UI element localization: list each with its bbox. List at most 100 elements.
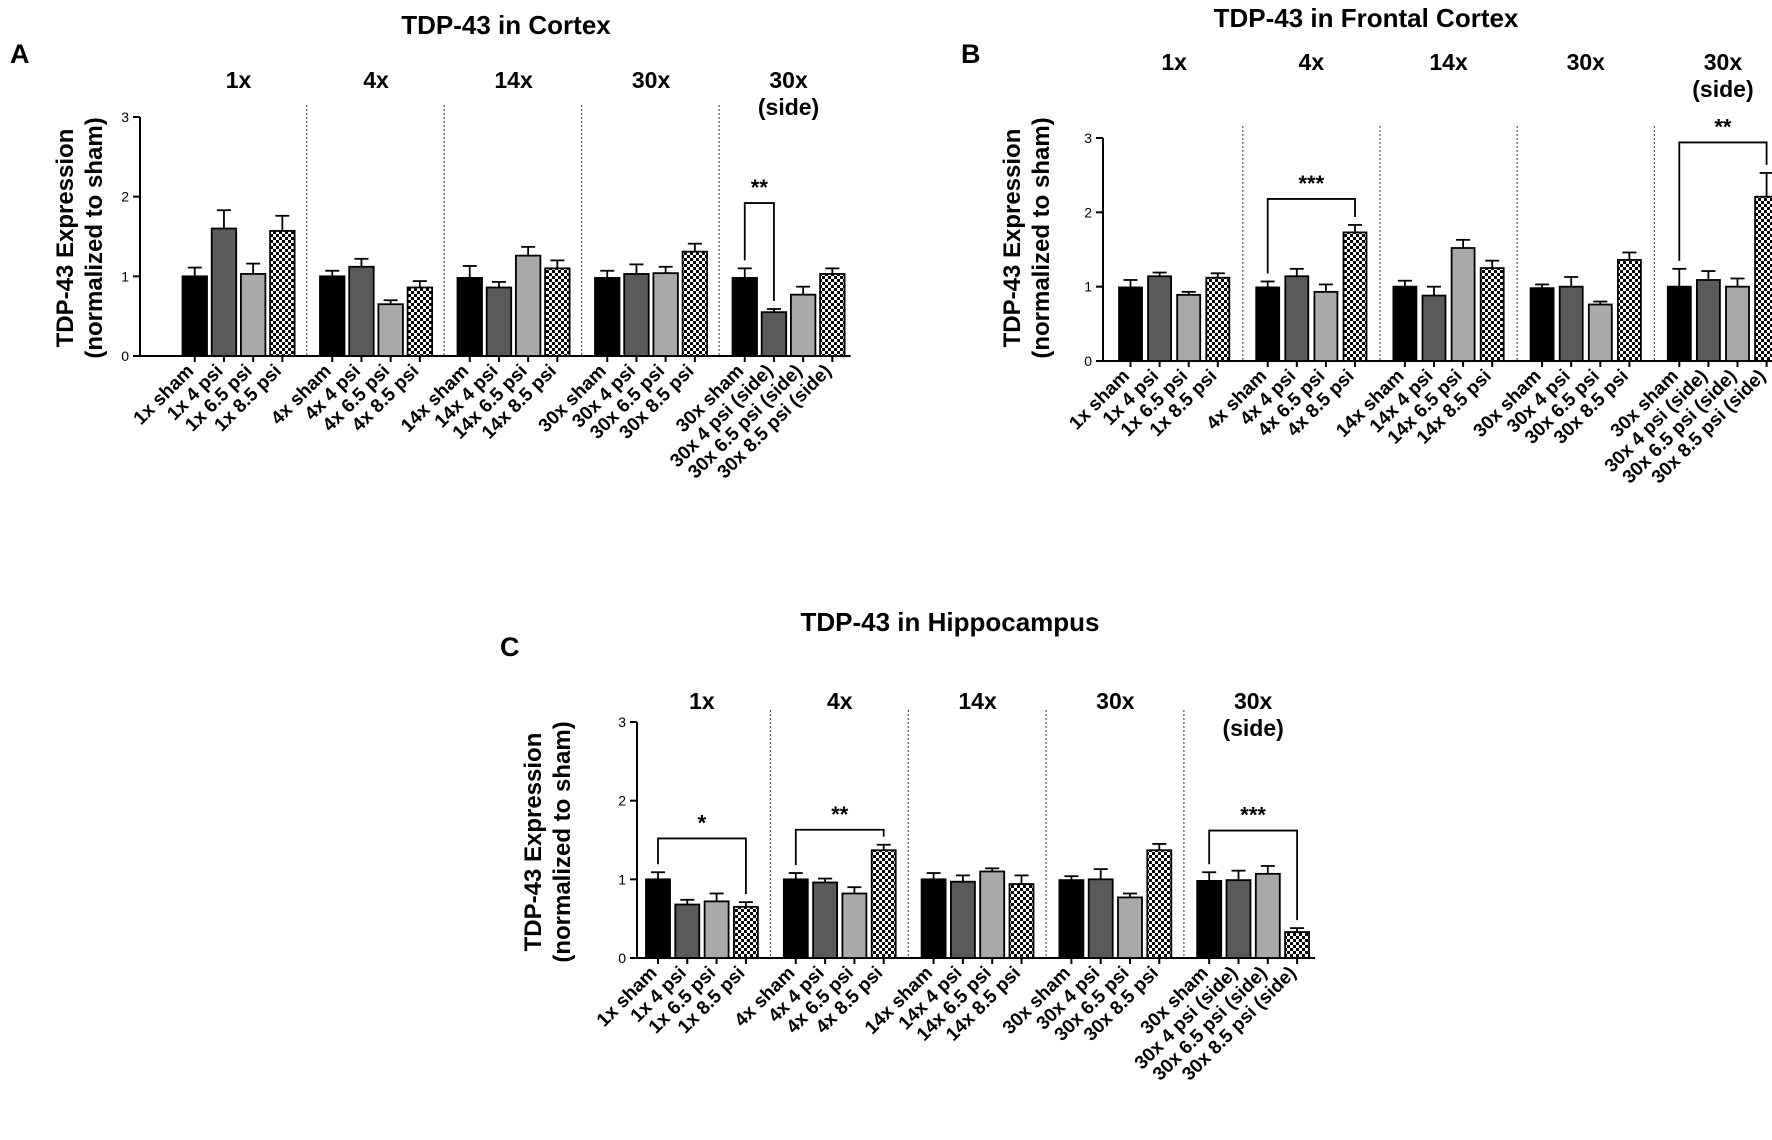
y-tick-label: 3 xyxy=(121,109,129,125)
bar xyxy=(210,227,238,357)
group-label: 14x xyxy=(958,688,997,714)
bar xyxy=(1479,267,1505,362)
bar xyxy=(269,230,296,357)
bar xyxy=(819,273,846,357)
bar xyxy=(1666,285,1692,362)
bar xyxy=(1284,275,1310,362)
bar xyxy=(920,878,947,959)
y-tick-label: 3 xyxy=(618,714,626,730)
bar xyxy=(1087,878,1114,959)
bar xyxy=(782,878,809,959)
y-tick-label: 1 xyxy=(121,268,129,284)
bar xyxy=(319,275,346,357)
significance-bracket xyxy=(1266,198,1356,274)
panel-label: B xyxy=(961,39,981,69)
bar xyxy=(950,880,976,959)
significance-bracket xyxy=(743,202,775,301)
group-label-line: 30x xyxy=(1704,49,1743,75)
bar xyxy=(181,275,208,357)
group-label: 4x xyxy=(1299,49,1325,75)
bar xyxy=(1725,285,1750,362)
group-label: 30x (side) xyxy=(1222,688,1283,741)
bar xyxy=(1617,259,1642,362)
group-label-line: 4x xyxy=(1299,49,1325,75)
group-label: 14x xyxy=(494,67,533,93)
y-axis-label: TDP-43 Expression(normalized to sham) xyxy=(999,117,1055,358)
significance-bracket xyxy=(657,837,747,895)
bar xyxy=(406,286,434,357)
bar xyxy=(733,905,759,959)
significance-label: ** xyxy=(751,175,769,200)
panel-label: A xyxy=(10,39,30,69)
bar xyxy=(594,277,621,357)
y-tick-label: 0 xyxy=(618,950,626,966)
y-tick-label: 0 xyxy=(1084,353,1092,369)
bar xyxy=(1587,303,1613,362)
y-axis-label-line: (normalized to sham) xyxy=(1028,117,1055,358)
bar xyxy=(1118,286,1143,362)
bar xyxy=(377,303,404,357)
chart-title: TDP-43 in Hippocampus xyxy=(800,607,1099,637)
group-label-line: (side) xyxy=(758,94,819,120)
y-tick-label: 1 xyxy=(618,871,626,887)
significance-bracket xyxy=(794,828,885,866)
bar xyxy=(870,849,897,959)
bar xyxy=(1529,287,1555,362)
group-label: 30x (side) xyxy=(1692,49,1753,102)
bar xyxy=(544,267,571,357)
panel-c: TDP-43 in Hippocampus C 0 1 2 3 TDP-43 Express… xyxy=(500,607,1316,1085)
panel-label: C xyxy=(500,632,520,662)
bar xyxy=(979,870,1006,959)
group-label-line: 14x xyxy=(1429,49,1468,75)
y-axis-label-line: (normalized to sham) xyxy=(549,721,576,962)
panel-a: TDP-43 in Cortex A 0 1 2 3 TDP-43 Expression(n… xyxy=(10,10,851,483)
bar xyxy=(1342,231,1368,362)
group-label: 14x xyxy=(1429,49,1468,75)
group-label: 1x xyxy=(226,67,252,93)
bar xyxy=(1176,293,1202,362)
bar xyxy=(1147,275,1172,362)
significance-label: ** xyxy=(831,802,849,827)
group-label-line: 30x xyxy=(632,67,671,93)
group-label-line: 14x xyxy=(494,67,533,93)
bar xyxy=(1058,879,1085,959)
bar xyxy=(456,277,483,357)
panel-b: TDP-43 in Frontal Cortex B 0 1 2 3 TDP-43 Expr… xyxy=(961,3,1772,488)
chart-title: TDP-43 in Frontal Cortex xyxy=(1214,3,1519,33)
y-tick-label: 1 xyxy=(1084,279,1092,295)
bar xyxy=(1225,879,1252,959)
group-label-line: 1x xyxy=(689,688,715,714)
bar xyxy=(1421,294,1447,362)
bar xyxy=(731,277,758,357)
bar xyxy=(674,903,701,959)
bar xyxy=(1284,931,1310,959)
group-label: 4x xyxy=(827,688,853,714)
y-tick-label: 0 xyxy=(121,348,129,364)
bar xyxy=(1558,285,1584,362)
y-axis-label-line: TDP-43 Expression xyxy=(52,129,79,348)
significance-label: *** xyxy=(1240,803,1266,828)
bar xyxy=(239,273,267,357)
group-label-line: 4x xyxy=(363,67,389,93)
group-label: 4x xyxy=(363,67,389,93)
bar xyxy=(1450,247,1476,362)
bar xyxy=(1313,290,1339,362)
bar xyxy=(623,273,650,357)
significance-bracket xyxy=(1678,141,1768,261)
bar xyxy=(1392,285,1418,362)
bar xyxy=(1146,849,1173,959)
y-axis-label: TDP-43 Expression(normalized to sham) xyxy=(520,721,576,962)
bar xyxy=(681,250,708,357)
bar xyxy=(1754,195,1772,362)
group-label: 30x xyxy=(1096,688,1135,714)
bar xyxy=(1254,872,1281,959)
group-label-line: 4x xyxy=(827,688,853,714)
group-label: 30x xyxy=(632,67,671,93)
bar xyxy=(348,265,375,357)
y-axis-label-line: (normalized to sham) xyxy=(81,117,108,358)
group-label-line: 30x xyxy=(769,67,808,93)
group-label-line: 14x xyxy=(958,688,997,714)
group-label-line: (side) xyxy=(1222,715,1283,741)
bar xyxy=(1255,286,1281,362)
